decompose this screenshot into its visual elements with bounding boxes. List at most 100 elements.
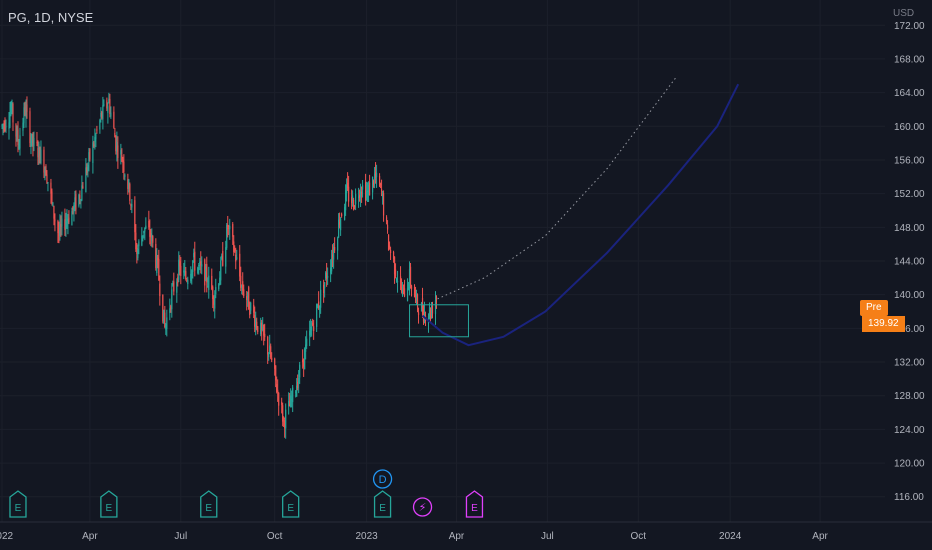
candle-body (30, 140, 32, 147)
candle-body (381, 194, 384, 197)
candle-body (152, 236, 154, 243)
candle-body (86, 167, 88, 173)
candle-body (201, 264, 203, 267)
candle-body (260, 322, 262, 335)
candle-body (150, 233, 152, 238)
candle-body (306, 338, 308, 347)
candle-body (116, 142, 118, 152)
candle-body (137, 249, 139, 258)
candle-body (179, 261, 181, 267)
candle-body (409, 266, 412, 286)
candle-body (331, 258, 333, 272)
candle-body (271, 357, 273, 361)
candle-body (380, 189, 383, 192)
candle-body (403, 288, 406, 297)
x-axis[interactable]: 2022 Apr Jul Oct 2023 Apr Jul Oct 2024 Apr (0, 521, 932, 542)
candle-body (324, 282, 326, 289)
candle-body (10, 108, 12, 114)
candle-body (184, 270, 186, 276)
candle-body (164, 312, 166, 328)
candle-body (205, 266, 207, 281)
candle-body (43, 149, 45, 173)
candle-body (59, 223, 61, 237)
candle-body (303, 358, 305, 367)
candle-body (144, 227, 146, 232)
candle-body (170, 306, 172, 310)
candle-body (53, 205, 55, 219)
earnings-marker[interactable]: E (373, 490, 392, 518)
candle-body (135, 232, 137, 250)
candle-body (81, 185, 83, 201)
candle-body (148, 220, 150, 228)
y-tick-label: 164.00 (894, 88, 925, 99)
candle-body (242, 281, 244, 291)
candle-body (96, 129, 98, 131)
candle-body (121, 154, 123, 162)
candle-body (358, 194, 361, 198)
candle-body (379, 183, 382, 185)
candle-body (45, 165, 47, 176)
candle-body (421, 298, 424, 314)
candle-body (414, 293, 417, 296)
candle-body (220, 260, 222, 281)
candle-body (302, 359, 304, 363)
earnings-marker[interactable]: E (282, 490, 300, 518)
y-axis[interactable]: 172.00 168.00 164.00 160.00 156.00 152.00 148.… (894, 21, 925, 503)
candle-body (347, 182, 349, 189)
candle-body (297, 381, 299, 389)
candle-body (359, 191, 362, 197)
earnings-marker[interactable]: E (9, 490, 27, 518)
candle-body (198, 265, 200, 267)
candles (1, 92, 438, 439)
candle-body (113, 111, 115, 128)
candle-body (284, 420, 286, 429)
candle-body (378, 175, 381, 186)
candle-body (165, 324, 167, 330)
candle-body (255, 319, 257, 330)
candle-body (401, 289, 404, 296)
candle-body (61, 218, 63, 227)
range-box (409, 304, 469, 338)
candle-body (346, 184, 348, 194)
candle-body (117, 145, 119, 158)
candle-body (361, 185, 364, 190)
split-marker[interactable]: ⚡ (412, 497, 433, 517)
last-price: 139.92 (862, 316, 905, 332)
dividend-marker[interactable]: D (372, 469, 393, 489)
earnings_next-marker[interactable]: E (465, 490, 484, 518)
candle-body (420, 302, 423, 312)
candle-body (102, 105, 104, 120)
candle-body (305, 344, 307, 352)
candle-body (107, 106, 109, 113)
candle-body (115, 136, 117, 152)
candle-body (253, 304, 255, 313)
y-tick-label: 160.00 (894, 122, 925, 133)
x-tick-label: Apr (82, 531, 98, 542)
candle-body (172, 283, 174, 285)
candle-body (145, 225, 147, 229)
marker-label: E (106, 503, 113, 514)
candle-body (288, 401, 290, 407)
candle-body (298, 377, 300, 384)
earnings-shape (200, 490, 218, 518)
event-markers[interactable]: E E E E E D ⚡ E (9, 469, 484, 518)
candle-body (317, 304, 319, 308)
marker-label: E (15, 503, 22, 514)
candle-body (385, 217, 388, 222)
candle-body (185, 271, 187, 280)
candle-body (200, 261, 202, 266)
grid (0, 0, 885, 522)
candle-body (366, 190, 369, 192)
candle-body (408, 269, 411, 291)
candle-body (66, 218, 68, 222)
symbol-title[interactable]: PG, 1D, NYSE (8, 10, 94, 25)
candle-body (71, 211, 73, 226)
earnings-marker[interactable]: E (100, 490, 118, 518)
earnings-shape (465, 490, 484, 518)
candle-body (246, 296, 248, 301)
candle-body (312, 322, 314, 326)
earnings-shape (9, 490, 27, 518)
candle-body (254, 314, 256, 327)
earnings-marker[interactable]: E (200, 490, 218, 518)
